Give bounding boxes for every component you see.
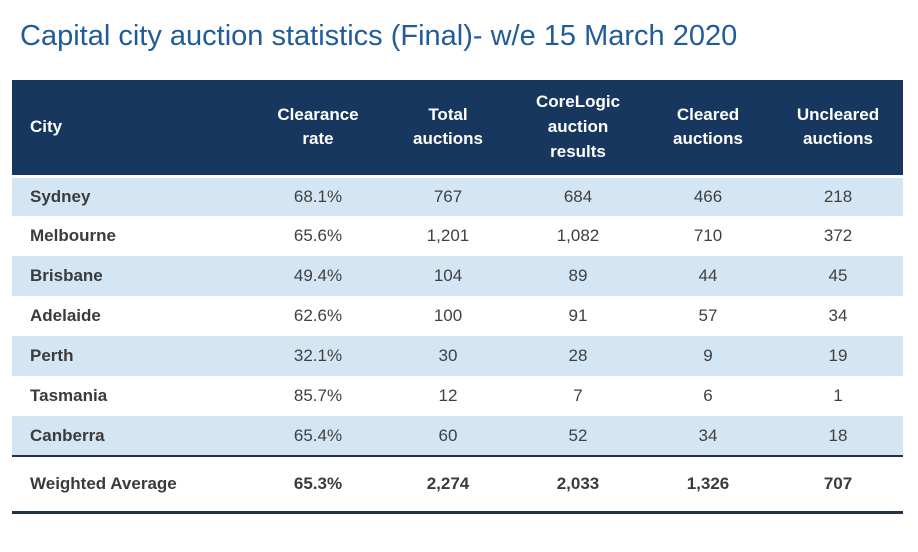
header-corelogic-auction-results: CoreLogic auction results [513, 80, 643, 178]
header-row: City Clearance rate Total auctions CoreL… [12, 80, 903, 178]
header-total-auctions: Total auctions [383, 80, 513, 178]
cell-cleared-auctions: 34 [643, 416, 773, 457]
cell-corelogic-auction-results: 89 [513, 256, 643, 296]
table-row-sydney: Sydney 68.1% 767 684 466 218 [12, 176, 903, 216]
cell-total-auctions: 12 [438, 386, 458, 405]
cell-corelogic-auction-results: 28 [513, 336, 643, 376]
table-row-canberra: Canberra 65.4% 60 52 34 18 [12, 416, 903, 457]
table-header: City Clearance rate Total auctions CoreL… [12, 80, 903, 178]
cell-city: Canberra [12, 416, 253, 457]
cell-city: Perth [12, 336, 253, 376]
cell-cleared-auctions: 57 [698, 306, 718, 325]
cell-total-auctions: 2,274 [383, 456, 513, 514]
auction-stats-table: City Clearance rate Total auctions CoreL… [12, 80, 903, 514]
cell-city: Brisbane [12, 256, 253, 296]
cell-total-auctions: 30 [383, 336, 513, 376]
page-title: Capital city auction statistics (Final)-… [20, 20, 738, 52]
cell-clearance-rate: 32.1% [253, 336, 383, 376]
table-row-weighted-average: Weighted Average 65.3% 2,274 2,033 1,326… [12, 456, 903, 514]
cell-uncleared-auctions: 218 [773, 176, 903, 216]
header-uncleared-auctions: Uncleared auctions [773, 80, 903, 178]
cell-cleared-auctions: 466 [643, 176, 773, 216]
table-row-melbourne: Melbourne 65.6% 1,201 1,082 710 372 [12, 216, 903, 256]
cell-corelogic-auction-results: 684 [513, 176, 643, 216]
cell-clearance-rate: 65.3% [253, 456, 383, 514]
cell-city: Weighted Average [12, 456, 253, 514]
cell-cleared-auctions: 9 [643, 336, 773, 376]
header-clearance-rate: Clearance rate [253, 80, 383, 178]
cell-cleared-auctions: 6 [703, 386, 713, 405]
cell-clearance-rate: 68.1% [253, 176, 383, 216]
cell-clearance-rate: 65.4% [253, 416, 383, 457]
cell-cleared-auctions: 710 [693, 226, 723, 245]
cell-corelogic-auction-results: 1,082 [556, 226, 600, 245]
cell-clearance-rate: 62.6% [293, 306, 343, 325]
cell-uncleared-auctions: 372 [823, 226, 853, 245]
cell-clearance-rate: 85.7% [293, 386, 343, 405]
cell-cleared-auctions: 1,326 [643, 456, 773, 514]
cell-city: Adelaide [30, 306, 101, 325]
cell-city: Tasmania [30, 386, 108, 405]
cell-clearance-rate: 49.4% [253, 256, 383, 296]
cell-uncleared-auctions: 34 [828, 306, 848, 325]
cell-corelogic-auction-results: 91 [568, 306, 588, 325]
header-city: City [12, 80, 253, 178]
cell-uncleared-auctions: 45 [773, 256, 903, 296]
cell-total-auctions: 1,201 [426, 226, 470, 245]
table-row-tasmania: Tasmania 85.7% 12 7 6 1 [12, 376, 903, 416]
header-cleared-auctions: Cleared auctions [643, 80, 773, 178]
table-row-brisbane: Brisbane 49.4% 104 89 44 45 [12, 256, 903, 296]
table-body: Sydney 68.1% 767 684 466 218 Melbourne 6… [12, 176, 903, 457]
cell-total-auctions: 104 [383, 256, 513, 296]
cell-total-auctions: 767 [383, 176, 513, 216]
cell-uncleared-auctions: 707 [773, 456, 903, 514]
cell-uncleared-auctions: 18 [773, 416, 903, 457]
table-footer: Weighted Average 65.3% 2,274 2,033 1,326… [12, 456, 903, 514]
cell-total-auctions: 60 [383, 416, 513, 457]
cell-cleared-auctions: 44 [643, 256, 773, 296]
cell-uncleared-auctions: 19 [773, 336, 903, 376]
cell-clearance-rate: 65.6% [293, 226, 343, 245]
cell-corelogic-auction-results: 2,033 [513, 456, 643, 514]
table-row-perth: Perth 32.1% 30 28 9 19 [12, 336, 903, 376]
cell-corelogic-auction-results: 7 [573, 386, 583, 405]
cell-city: Sydney [12, 176, 253, 216]
table-row-adelaide: Adelaide 62.6% 100 91 57 34 [12, 296, 903, 336]
cell-uncleared-auctions: 1 [833, 386, 843, 405]
cell-total-auctions: 100 [433, 306, 463, 325]
cell-city: Melbourne [30, 226, 116, 245]
cell-corelogic-auction-results: 52 [513, 416, 643, 457]
